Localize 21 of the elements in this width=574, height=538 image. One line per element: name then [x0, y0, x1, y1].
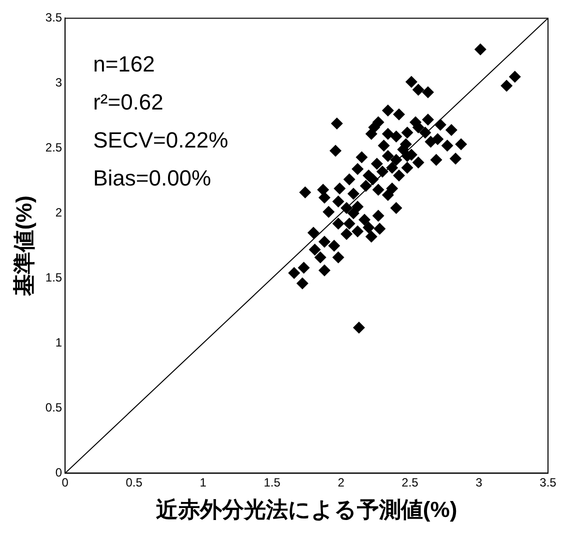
y-tick-label: 3	[55, 76, 62, 90]
y-tick-label: 2.5	[45, 140, 62, 155]
x-axis-title: 近赤外分光法による予測値(%)	[154, 496, 458, 522]
y-tick-label: 1	[55, 336, 62, 350]
annotation: SECV=0.22%	[93, 127, 228, 152]
annotation: Bias=0.00%	[93, 165, 212, 190]
annotation: r²=0.62	[93, 89, 164, 114]
x-tick-label: 3.5	[540, 476, 557, 490]
x-tick-label: 2.5	[402, 476, 419, 490]
x-tick-label: 2	[338, 476, 345, 490]
x-tick-label: 3	[476, 476, 483, 490]
y-tick-label: 0	[55, 466, 62, 480]
x-tick-label: 1.5	[264, 476, 281, 490]
annotation: n=162	[93, 51, 155, 76]
x-tick-label: 0.5	[126, 476, 143, 490]
y-tick-label: 0.5	[45, 400, 62, 415]
y-tick-label: 2	[55, 206, 62, 220]
y-tick-label: 3.5	[45, 10, 62, 25]
x-tick-label: 1	[200, 476, 207, 490]
y-tick-label: 1.5	[45, 270, 62, 285]
y-axis-title: 基準値(%)	[11, 196, 36, 297]
